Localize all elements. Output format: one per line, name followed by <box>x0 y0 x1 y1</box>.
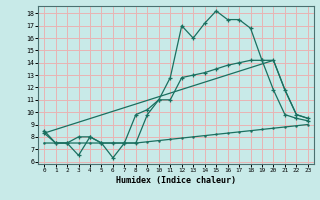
X-axis label: Humidex (Indice chaleur): Humidex (Indice chaleur) <box>116 176 236 185</box>
